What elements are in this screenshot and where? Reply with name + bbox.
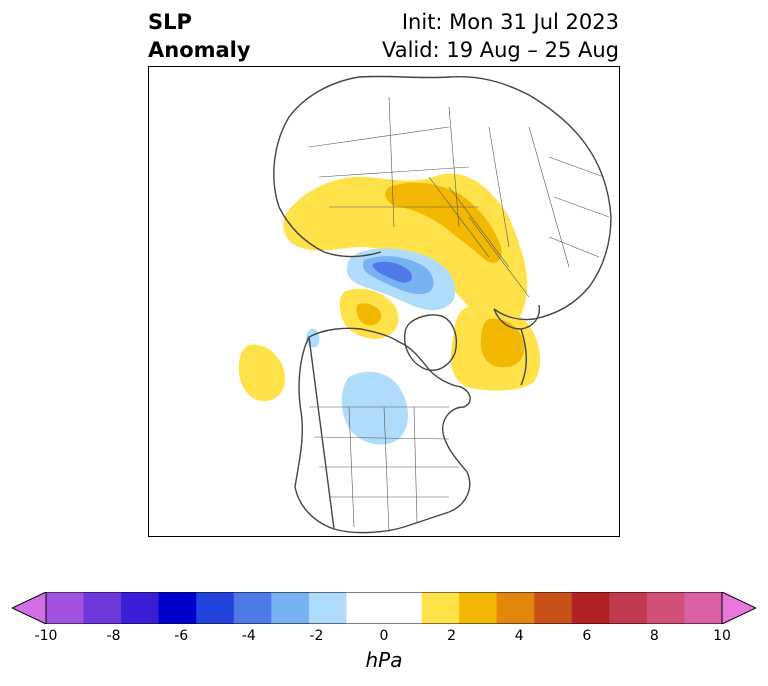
title-type: Anomaly xyxy=(148,38,251,62)
anomaly-fields xyxy=(238,173,541,445)
colorbar-segment xyxy=(121,592,160,624)
title-variable: SLP xyxy=(148,10,192,34)
colorbar-tick-label: -6 xyxy=(174,628,189,644)
colorbar-extend-max xyxy=(721,592,756,624)
colorbar-segment xyxy=(684,592,723,624)
colorbar-tick-label: 2 xyxy=(447,628,457,644)
colorbar-segment xyxy=(534,592,573,624)
borders xyxy=(308,96,610,533)
colorbar-segment xyxy=(271,592,310,624)
title-right: Init: Mon 31 Jul 2023 Valid: 19 Aug – 25… xyxy=(382,8,619,64)
valid-range: Valid: 19 Aug – 25 Aug xyxy=(381,38,619,62)
colorbar-segment xyxy=(609,592,648,624)
negative-anomaly-arctic-strong xyxy=(372,261,413,283)
colorbar xyxy=(12,592,756,624)
colorbar-segment xyxy=(384,592,423,624)
colorbar-extend-min xyxy=(12,592,47,624)
colorbar-segments xyxy=(46,592,723,624)
greenland-coast xyxy=(403,314,458,371)
colorbar-segment xyxy=(421,592,460,624)
colorbar-unit: hPa xyxy=(365,648,403,672)
colorbar-tick-label: 4 xyxy=(514,628,524,644)
colorbar-tick-label: -2 xyxy=(309,628,324,644)
colorbar-segment xyxy=(308,592,347,624)
europe-coast xyxy=(493,304,541,386)
negative-anomaly-canada xyxy=(341,371,408,445)
coastlines xyxy=(273,75,612,534)
positive-anomaly-pacific xyxy=(238,344,286,402)
colorbar-segment xyxy=(571,592,610,624)
colorbar-segment xyxy=(158,592,197,624)
colorbar-tick-label: 6 xyxy=(582,628,592,644)
colorbar-segment xyxy=(459,592,498,624)
colorbar-tick-label: -10 xyxy=(34,628,58,644)
colorbar-segment xyxy=(233,592,272,624)
positive-anomaly-arctic-core xyxy=(356,303,382,326)
colorbar-tick-label: -8 xyxy=(106,628,121,644)
init-date: Init: Mon 31 Jul 2023 xyxy=(401,10,619,34)
colorbar-segment xyxy=(346,592,385,624)
title-left: SLP Anomaly xyxy=(148,8,251,64)
colorbar-segment xyxy=(496,592,535,624)
colorbar-segment xyxy=(83,592,122,624)
positive-anomaly-atlantic-core xyxy=(480,318,525,368)
eurasia-coast xyxy=(273,75,612,321)
positive-anomaly-eurasia-core xyxy=(385,182,502,263)
north-america-coast xyxy=(294,327,471,534)
colorbar-tick-label: 10 xyxy=(713,628,731,644)
colorbar-segment xyxy=(646,592,685,624)
colorbar-tick-label: -4 xyxy=(241,628,256,644)
map-panel xyxy=(148,66,620,537)
colorbar-tick-label: 0 xyxy=(379,628,389,644)
colorbar-outline xyxy=(45,592,723,624)
colorbar-segment xyxy=(196,592,235,624)
polar-map xyxy=(238,75,612,534)
colorbar-segment xyxy=(46,592,85,624)
colorbar-tick-label: 8 xyxy=(649,628,659,644)
